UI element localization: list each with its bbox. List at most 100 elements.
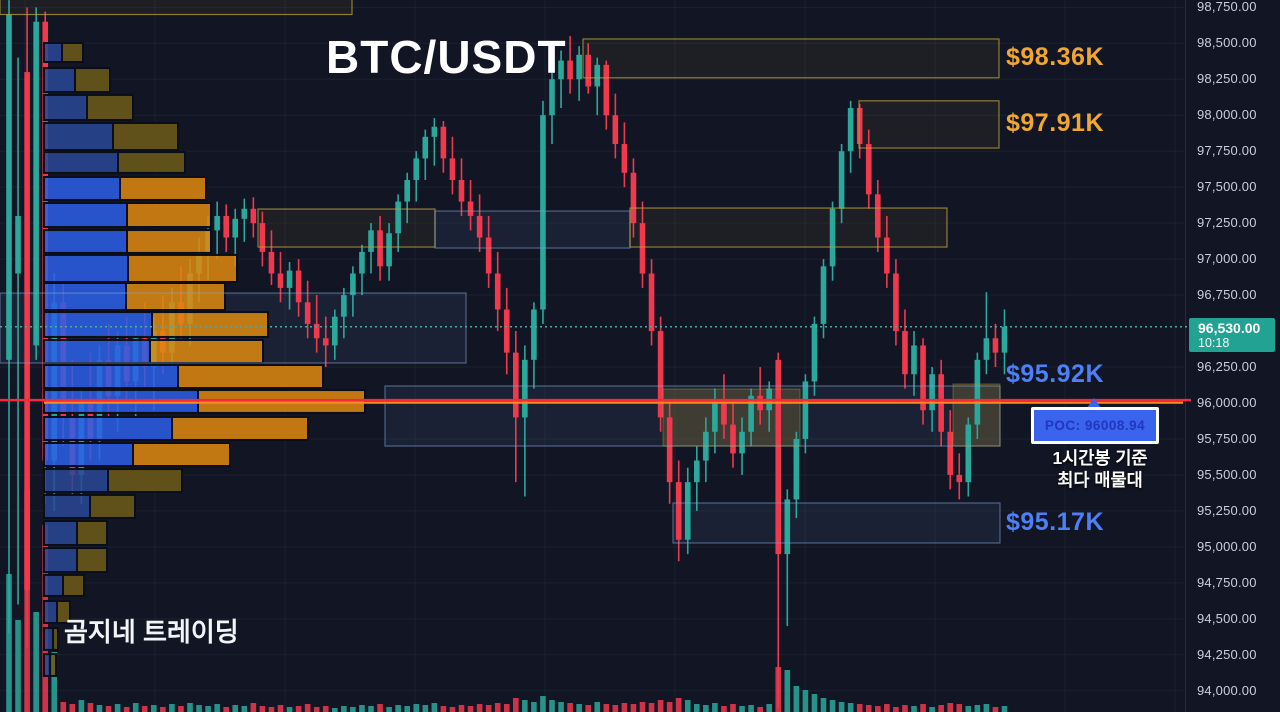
profile-row-buy: [43, 202, 128, 229]
volume-bar: [513, 698, 519, 712]
volume-bar: [657, 700, 664, 712]
volume-bar: [114, 704, 121, 712]
candle-body: [440, 126, 447, 159]
volume-bar: [232, 705, 239, 712]
candle-body: [15, 215, 21, 274]
volume-bar: [902, 705, 908, 712]
candle-body: [639, 223, 646, 274]
candle-body: [395, 201, 401, 234]
candle-body: [259, 223, 266, 252]
axis-price-label: 97,250.00: [1197, 215, 1257, 231]
volume-bar: [621, 703, 628, 712]
axis-price-label: 94,750.00: [1197, 574, 1257, 590]
candle-body: [232, 218, 239, 238]
axis-price-label: 94,000.00: [1197, 682, 1257, 698]
candle-body: [313, 323, 320, 339]
current-price-badge: 96,530.00 10:18: [1189, 318, 1275, 352]
zone-97-91k-fill: [859, 100, 999, 149]
poc-note-line1: 1시간봉 기준: [1052, 448, 1148, 468]
candle-body: [929, 374, 935, 411]
volume-bar: [684, 700, 691, 712]
volume-bar: [250, 703, 257, 712]
candle-body: [712, 403, 718, 432]
volume-bar: [277, 705, 284, 712]
candle-body: [549, 79, 555, 116]
candle-body: [621, 144, 628, 173]
candle-body: [920, 345, 926, 411]
zone-97-2-c-border: [629, 207, 948, 248]
candle-body: [721, 403, 727, 425]
volume-bar: [485, 705, 492, 712]
profile-row-buy: [43, 229, 128, 254]
candle-body: [829, 208, 836, 267]
profile-row-buy: [43, 338, 151, 365]
volume-bar: [612, 705, 619, 712]
poc-callout-box: POC: 96008.94: [1031, 407, 1159, 444]
volume-bar: [205, 706, 211, 712]
volume-bar: [766, 704, 772, 712]
zone-top-left-fill: [0, 0, 352, 15]
candle-body: [965, 424, 972, 483]
profile-row-sell: [117, 151, 186, 174]
candle-body: [666, 417, 673, 483]
candle-body: [413, 158, 420, 180]
profile-row-sell: [89, 493, 136, 519]
axis-price-label: 96,250.00: [1197, 359, 1257, 375]
profile-row-buy: [43, 627, 54, 651]
profile-row-sell: [76, 519, 108, 547]
candle-body: [241, 208, 248, 219]
candle-body: [630, 172, 637, 224]
candle-body: [748, 395, 754, 432]
candle-body: [522, 359, 528, 418]
volume-bar: [1001, 706, 1008, 712]
candle-body: [884, 237, 890, 274]
zone-95-92k-olive-a-border: [662, 388, 801, 447]
volume-bar: [6, 574, 12, 712]
price-axis[interactable]: 98,750.00 98,500.00 98,250.00 98,000.00 97,7…: [1185, 0, 1280, 712]
candle-body: [811, 323, 818, 382]
volume-bar: [838, 702, 845, 712]
zone-price-label-95-17k: $95.17K: [1006, 508, 1105, 536]
volume-bar: [811, 694, 818, 712]
volume-bar: [603, 704, 610, 712]
zone-97-91k-border: [858, 100, 1000, 149]
profile-row-buy: [43, 547, 78, 574]
axis-price-label: 94,500.00: [1197, 610, 1257, 626]
zone-97-2-c-fill: [630, 208, 947, 248]
volume-bar: [549, 700, 555, 712]
volume-bar: [476, 704, 483, 712]
candle-body: [277, 273, 284, 288]
candle-body: [558, 60, 564, 80]
volume-bar: [956, 704, 963, 712]
volume-bar: [259, 706, 266, 712]
profile-row-buy: [43, 175, 121, 201]
volume-bar: [884, 704, 890, 712]
volume-bar: [739, 706, 745, 712]
volume-bar: [540, 696, 546, 712]
candle-body: [350, 273, 356, 296]
volume-bar: [449, 707, 456, 712]
volume-bar: [359, 705, 365, 712]
volume-bar: [123, 707, 130, 712]
profile-row-buy: [43, 599, 58, 624]
volume-bar: [431, 703, 438, 712]
volume-bar: [847, 703, 854, 712]
axis-price-label: 95,000.00: [1197, 538, 1257, 554]
profile-row-sell: [197, 389, 366, 414]
symbol-title: BTC/USDT: [326, 31, 567, 83]
profile-row-sell: [151, 311, 269, 338]
volume-bar: [313, 707, 320, 712]
poc-annotation-text: 1시간봉 기준 최다 매물대: [1000, 448, 1200, 492]
volume-bar: [712, 703, 718, 712]
volume-bar: [350, 707, 356, 712]
volume-bar: [748, 705, 754, 712]
volume-bar: [594, 702, 601, 712]
volume-bar: [368, 706, 374, 712]
profile-row-buy: [43, 42, 63, 63]
profile-row-sell: [62, 573, 85, 597]
volume-bar: [829, 700, 836, 712]
candle-body: [675, 482, 682, 540]
candle-body: [974, 359, 981, 425]
candle-body: [494, 273, 501, 310]
